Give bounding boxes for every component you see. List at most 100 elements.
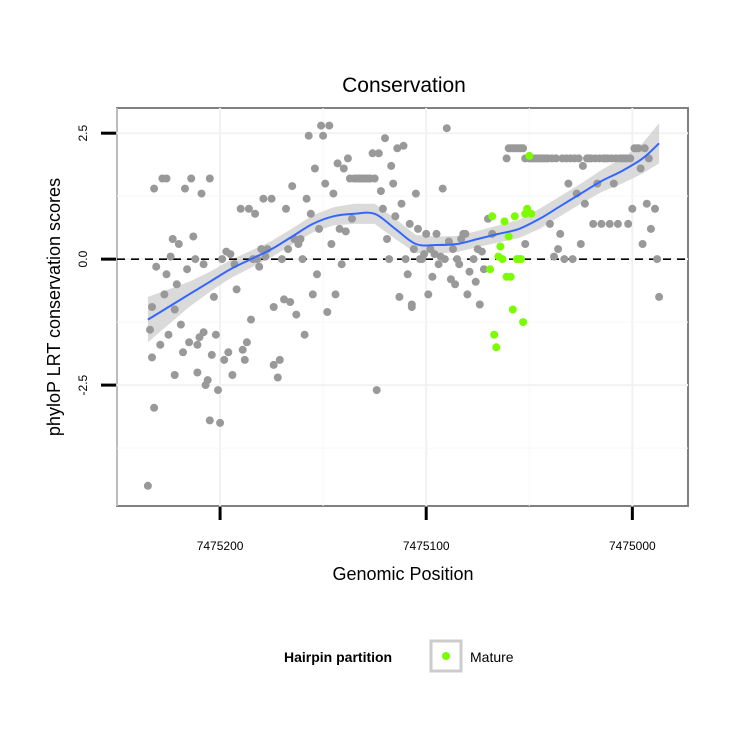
data-point [646, 224, 655, 233]
data-point [428, 272, 437, 281]
data-point [170, 305, 179, 314]
data-point [273, 373, 282, 382]
data-point [269, 360, 278, 369]
data-point [432, 229, 441, 238]
data-point [401, 255, 410, 264]
data-point [205, 416, 214, 425]
data-point [597, 219, 606, 228]
x-axis-title: Genomic Position [332, 564, 473, 584]
data-point [636, 164, 645, 173]
data-point [257, 245, 266, 254]
data-point [259, 194, 268, 203]
data-point [226, 250, 235, 259]
data-point-mature [504, 232, 513, 241]
data-point [642, 199, 651, 208]
data-point [389, 179, 398, 188]
data-point [409, 245, 418, 254]
data-point [207, 350, 216, 359]
data-point [605, 219, 614, 228]
data-point [146, 325, 154, 334]
data-point [383, 235, 391, 243]
data-point [411, 189, 420, 198]
data-point-mature [506, 272, 515, 281]
data-point [337, 260, 346, 269]
data-point [302, 194, 311, 203]
data-point [430, 250, 439, 259]
data-point [455, 260, 464, 269]
data-point [236, 204, 245, 213]
data-point [397, 199, 406, 208]
legend-label-mature: Mature [470, 649, 514, 665]
data-point [282, 204, 290, 213]
data-point [170, 371, 179, 379]
data-point [370, 174, 379, 183]
data-point [333, 159, 342, 168]
data-point [172, 280, 181, 289]
data-point-mature [510, 212, 519, 221]
data-point [348, 214, 356, 223]
data-point [341, 227, 350, 236]
points [143, 121, 664, 490]
data-point [304, 131, 313, 140]
x-tick-label: 7475100 [403, 539, 450, 553]
data-point [284, 245, 293, 254]
data-point-mature [525, 151, 534, 160]
data-point [521, 240, 530, 248]
data-point-mature [488, 212, 497, 221]
data-point [179, 348, 187, 357]
data-point [162, 174, 171, 183]
data-point [315, 224, 323, 233]
data-point [368, 149, 377, 158]
smooth-ribbon [147, 123, 660, 343]
data-point [160, 290, 169, 299]
data-point [306, 209, 315, 218]
data-point [477, 247, 486, 256]
data-point [238, 345, 247, 354]
data-point [463, 290, 472, 299]
data-point [640, 144, 649, 153]
data-point [343, 154, 352, 163]
data-point [381, 134, 389, 143]
smooth-line [147, 142, 660, 321]
data-point [244, 204, 253, 213]
data-point-mature [498, 255, 507, 264]
data-point [174, 240, 183, 248]
data-point [628, 204, 637, 213]
data-point [385, 255, 394, 264]
data-point [321, 179, 330, 188]
series-mature [486, 151, 536, 352]
data-point [568, 255, 577, 264]
data-point [589, 219, 598, 228]
x-tick-label: 7475200 [197, 539, 244, 553]
data-point-mature [519, 318, 528, 327]
data-point [209, 292, 218, 301]
data-point [183, 265, 192, 274]
data-point [626, 154, 635, 163]
data-point [560, 255, 569, 264]
x-tick-label: 7475000 [609, 539, 656, 553]
data-point [319, 131, 328, 140]
data-point [479, 265, 488, 274]
data-point-mature [486, 265, 495, 274]
data-point [313, 270, 321, 279]
data-point [288, 182, 297, 191]
data-point [420, 250, 429, 259]
data-point [199, 260, 208, 269]
data-point [440, 255, 449, 264]
data-point [391, 212, 400, 221]
data-point [228, 371, 237, 379]
data-point [152, 262, 161, 271]
data-point [449, 245, 457, 254]
data-point [317, 121, 326, 130]
data-point [469, 255, 478, 264]
y-tick-label: 2.5 [76, 125, 90, 142]
data-point [556, 229, 565, 238]
data-point [168, 235, 177, 243]
data-point [189, 232, 198, 241]
data-point [335, 224, 344, 233]
data-point [308, 290, 317, 299]
data-point [148, 353, 156, 362]
data-point [251, 209, 260, 218]
data-point [407, 303, 416, 311]
data-point [164, 330, 173, 339]
